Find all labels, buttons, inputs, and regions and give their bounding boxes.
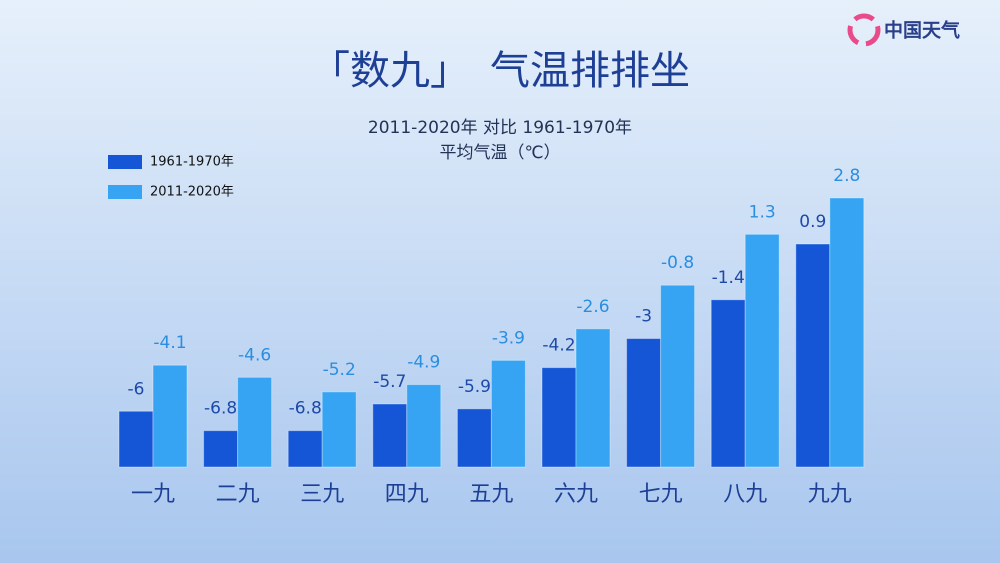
bar [541, 367, 577, 468]
value-label: -4.6 [238, 345, 271, 365]
bar [118, 410, 154, 468]
logo: 中国天气 [847, 13, 960, 47]
value-label: -3 [635, 307, 652, 327]
x-tick-label: 四九 [385, 482, 429, 507]
unit-label: 平均气温（℃） [439, 143, 560, 163]
bar [152, 364, 188, 468]
bar [626, 338, 662, 468]
bar [203, 430, 239, 468]
value-label: -0.8 [661, 253, 694, 273]
value-label: -4.2 [542, 336, 575, 356]
bar [575, 328, 611, 468]
chart-title: 「数九」 气温排排坐 [310, 48, 690, 94]
value-label: -3.9 [492, 328, 525, 348]
value-label: -6.8 [204, 399, 237, 419]
x-tick-label: 一九 [131, 482, 175, 507]
value-label: -4.9 [407, 353, 440, 373]
value-label: -6 [128, 379, 145, 399]
bar [490, 359, 526, 468]
x-tick-label: 六九 [554, 482, 598, 507]
value-label: -5.9 [458, 377, 491, 397]
x-tick-label: 九九 [808, 482, 852, 507]
value-label: 0.9 [799, 212, 826, 232]
logo-icon [847, 13, 881, 47]
bar [710, 299, 746, 468]
bar [406, 384, 442, 468]
bar [744, 233, 780, 468]
value-label: -4.1 [153, 333, 186, 353]
bar [237, 376, 273, 468]
x-tick-label: 三九 [300, 482, 344, 507]
value-label: -2.6 [576, 297, 609, 317]
bar [372, 403, 408, 468]
bar [287, 430, 323, 468]
value-label: -6.8 [289, 399, 322, 419]
legend-swatch [108, 155, 142, 169]
value-label: -1.4 [712, 268, 745, 288]
value-label: -5.7 [373, 372, 406, 392]
subtitle: 2011-2020年 对比 1961-1970年 [368, 118, 632, 138]
value-label: 1.3 [749, 202, 776, 222]
legend-label: 1961-1970年 [150, 155, 234, 170]
value-label: -5.2 [323, 360, 356, 380]
bar [660, 284, 696, 468]
x-tick-label: 七九 [639, 482, 683, 507]
bar [795, 243, 831, 468]
legend-swatch [108, 185, 142, 199]
bar [321, 391, 357, 468]
x-tick-label: 五九 [469, 482, 513, 507]
legend-label: 2011-2020年 [150, 185, 234, 200]
bar [456, 408, 492, 468]
x-tick-label: 二九 [216, 482, 260, 507]
value-label: 2.8 [833, 166, 860, 186]
x-tick-label: 八九 [723, 482, 767, 507]
logo-text: 中国天气 [884, 19, 960, 42]
bar [829, 197, 865, 468]
